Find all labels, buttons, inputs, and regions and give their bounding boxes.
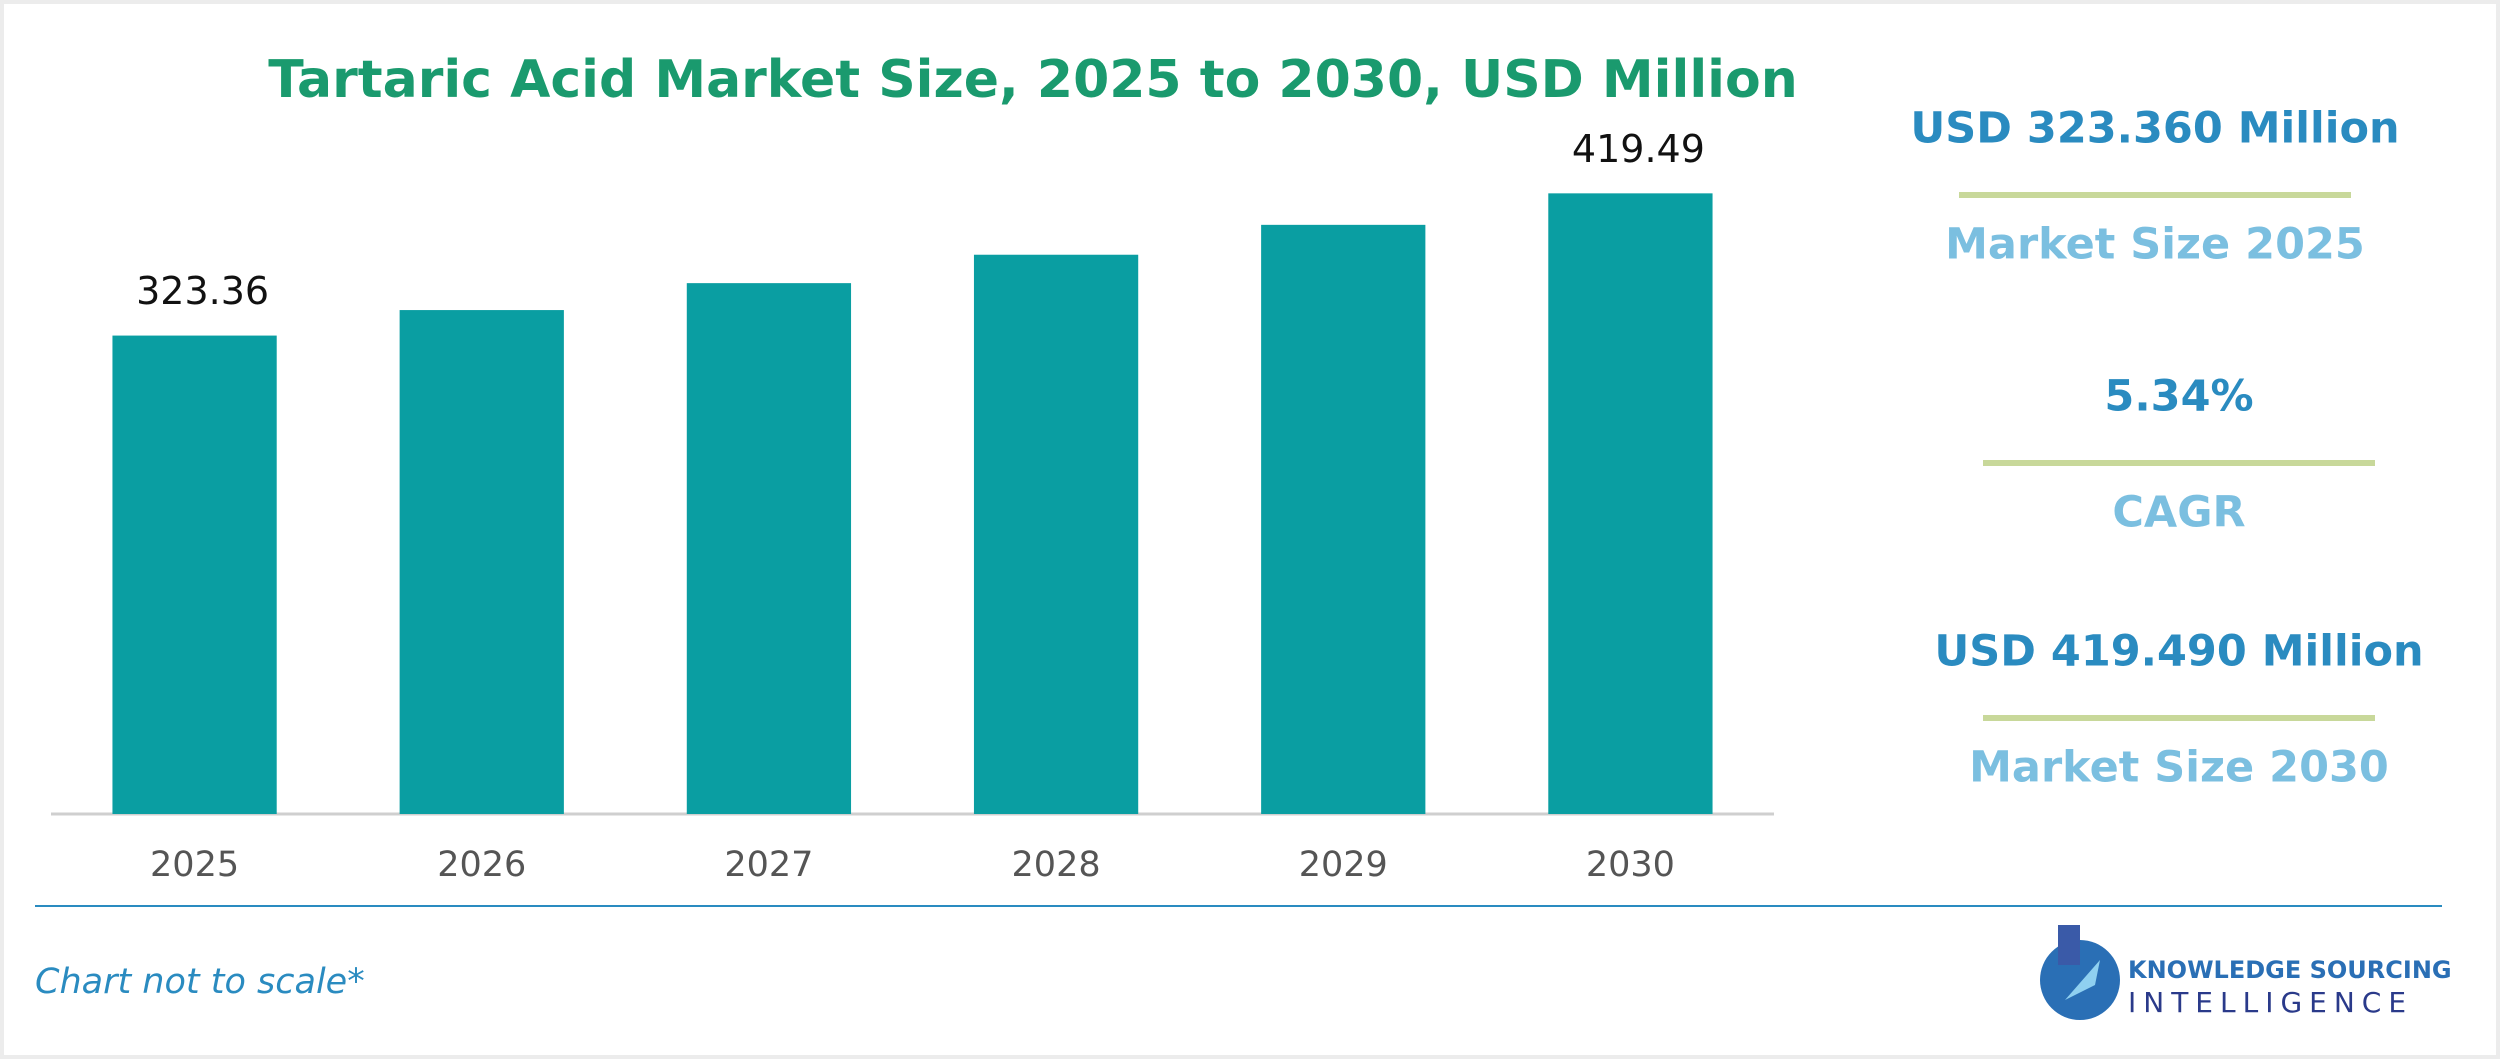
x-tick-label: 2025 xyxy=(150,845,239,885)
logo-icon xyxy=(2058,925,2080,965)
x-tick-label: 2030 xyxy=(1586,845,1675,885)
summary-label: Market Size 2030 xyxy=(1969,743,2389,793)
footnote: Chart not to scale* xyxy=(35,962,365,1002)
x-tick-label: 2026 xyxy=(437,845,526,885)
logo-icon xyxy=(2065,960,2100,1000)
bar xyxy=(973,254,1139,814)
logo-line2: INTELLIGENCE xyxy=(2128,986,2413,1019)
bar xyxy=(399,310,564,814)
summary-label: Market Size 2025 xyxy=(1945,220,2365,270)
bar xyxy=(112,335,277,814)
summary-value: 5.34% xyxy=(2104,372,2253,422)
x-tick-label: 2029 xyxy=(1299,845,1388,885)
logo: KNOWLEDGE SOURCING INTELLIGENCE xyxy=(2040,925,2452,1020)
chart-title: Tartaric Acid Market Size, 2025 to 2030,… xyxy=(268,50,1797,110)
value-label: 323.36 xyxy=(136,269,269,313)
bar xyxy=(1548,193,1713,815)
summary-label: CAGR xyxy=(2112,488,2245,538)
value-label: 419.49 xyxy=(1572,127,1705,171)
x-tick-label: 2027 xyxy=(724,845,813,885)
bar xyxy=(1261,224,1426,815)
logo-line1: KNOWLEDGE SOURCING xyxy=(2128,956,2452,984)
summary-value: USD 419.490 Million xyxy=(1934,627,2423,677)
x-tick-label: 2028 xyxy=(1012,845,1101,885)
bar xyxy=(686,283,852,814)
summary-value: USD 323.360 Million xyxy=(1910,104,2399,154)
